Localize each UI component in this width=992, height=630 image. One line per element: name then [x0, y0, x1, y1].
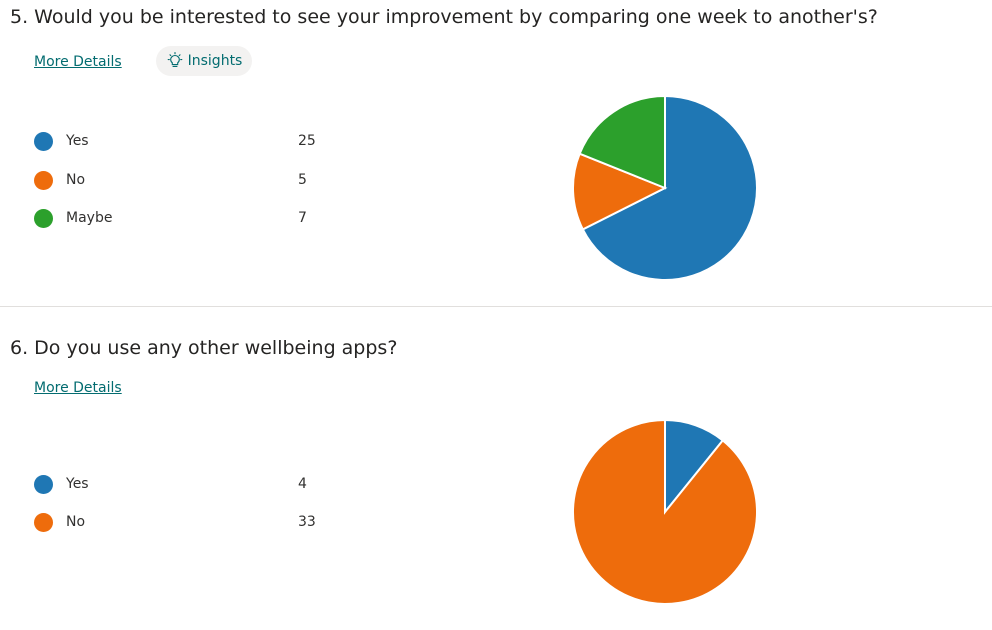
legend-dot	[34, 513, 53, 532]
insights-button[interactable]: Insights	[156, 46, 252, 76]
legend-count: 4	[298, 476, 307, 492]
legend-count: 33	[298, 514, 316, 530]
legend-label: Yes	[66, 133, 89, 149]
legend-item: No 33	[34, 512, 334, 534]
legend-dot	[34, 475, 53, 494]
pie-chart	[572, 418, 758, 605]
pie-slice-maybe	[578, 94, 666, 190]
question-title: 6. Do you use any other wellbeing apps?	[10, 337, 398, 359]
pie-chart	[572, 94, 758, 281]
legend-label: Maybe	[66, 210, 113, 226]
lightbulb-icon	[167, 52, 182, 67]
legend-label: Yes	[66, 476, 89, 492]
legend-item: Maybe 7	[34, 208, 334, 230]
legend-item: Yes 4	[34, 474, 334, 496]
legend-count: 5	[298, 172, 307, 188]
legend-label: No	[66, 514, 86, 530]
legend-dot	[34, 132, 53, 151]
legend-item: Yes 25	[34, 131, 334, 153]
more-details-link[interactable]: More Details	[34, 380, 122, 396]
legend-dot	[34, 171, 53, 190]
legend-count: 7	[298, 210, 307, 226]
more-details-link[interactable]: More Details	[34, 54, 122, 70]
section-divider	[0, 306, 992, 307]
pie-slice-no	[572, 152, 668, 231]
legend-item: No 5	[34, 170, 334, 192]
question-5: 5. Would you be interested to see your i…	[0, 0, 992, 306]
pie-slice-yes	[581, 94, 758, 281]
question-6: 6. Do you use any other wellbeing apps? …	[0, 307, 992, 630]
legend-label: No	[66, 172, 86, 188]
insights-label: Insights	[187, 53, 243, 69]
legend-count: 25	[298, 133, 316, 149]
pie-slice-no	[572, 418, 758, 605]
question-title: 5. Would you be interested to see your i…	[10, 6, 878, 28]
legend-dot	[34, 209, 53, 228]
